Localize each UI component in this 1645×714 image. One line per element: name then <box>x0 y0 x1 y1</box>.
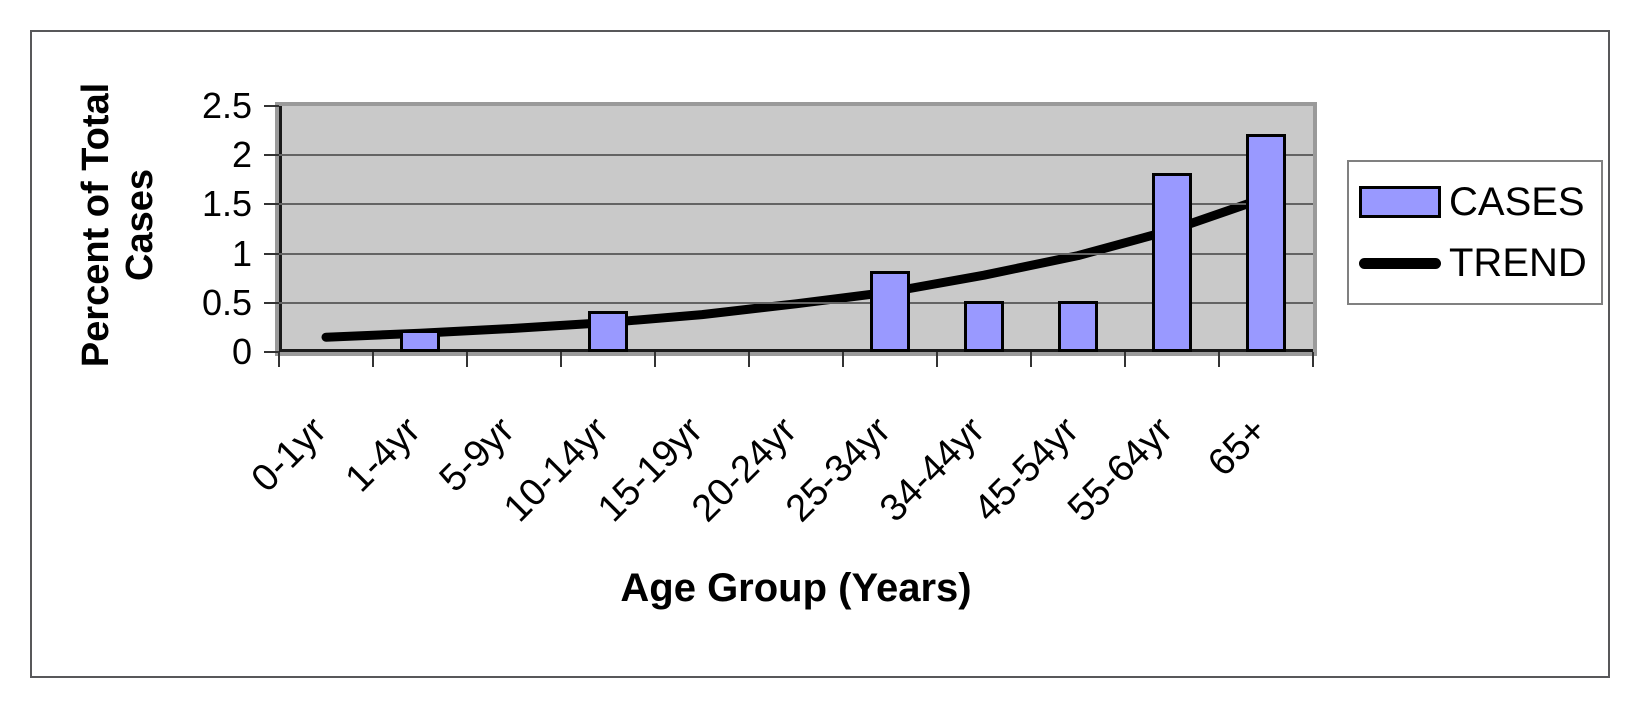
legend-label-cases: CASES <box>1449 179 1585 224</box>
y-tick-mark <box>264 154 279 157</box>
legend-item-cases: CASES <box>1359 180 1601 224</box>
bar-25-34yr <box>870 271 910 352</box>
x-tick-mark <box>560 352 562 367</box>
x-tick-mark <box>1312 352 1314 367</box>
legend-label-trend: TREND <box>1449 241 1587 286</box>
y-tick-label: 2 <box>231 134 252 176</box>
trend-line <box>321 193 1271 342</box>
bar-45-54yr <box>1058 301 1098 352</box>
trend-line-icon <box>1359 257 1441 269</box>
gridline <box>279 154 1313 157</box>
gridline <box>279 301 1313 304</box>
bar-65+ <box>1246 134 1286 352</box>
y-tick-label: 0.5 <box>201 281 252 323</box>
gridline <box>279 203 1313 206</box>
y-tick-mark <box>264 105 279 107</box>
y-tick-label: 2.5 <box>201 85 252 126</box>
cases-swatch-icon <box>1359 185 1441 218</box>
bar-1-4yr <box>400 330 440 352</box>
x-tick-mark <box>654 352 656 367</box>
y-axis-title-line1: Percent of Total <box>75 82 117 368</box>
x-tick-mark <box>466 352 468 367</box>
x-tick-mark <box>1030 352 1032 367</box>
y-axis-line <box>279 106 282 352</box>
y-tick-mark <box>264 252 279 255</box>
y-tick-mark <box>264 351 279 353</box>
x-axis-line <box>279 349 1313 352</box>
x-tick-mark <box>1218 352 1220 367</box>
x-tick-mark <box>278 352 280 367</box>
bar-34-44yr <box>964 301 1004 352</box>
bar-55-64yr <box>1152 173 1192 352</box>
legend: CASES TREND <box>1347 160 1603 305</box>
x-axis-title: Age Group (Years) <box>620 566 972 610</box>
x-tick-mark <box>1124 352 1126 367</box>
x-tick-mark <box>372 352 374 367</box>
legend-item-trend: TREND <box>1359 241 1601 285</box>
plot-area <box>275 102 1317 356</box>
gridline <box>279 252 1313 255</box>
y-tick-mark <box>264 301 279 304</box>
bar-10-14yr <box>588 311 628 352</box>
x-tick-mark <box>842 352 844 367</box>
x-tick-mark <box>936 352 938 367</box>
x-tick-mark <box>748 352 750 367</box>
y-tick-label: 1.5 <box>201 183 252 225</box>
y-tick-label: 1 <box>231 232 252 274</box>
y-tick-label: 0 <box>231 331 252 372</box>
y-tick-mark <box>264 203 279 206</box>
